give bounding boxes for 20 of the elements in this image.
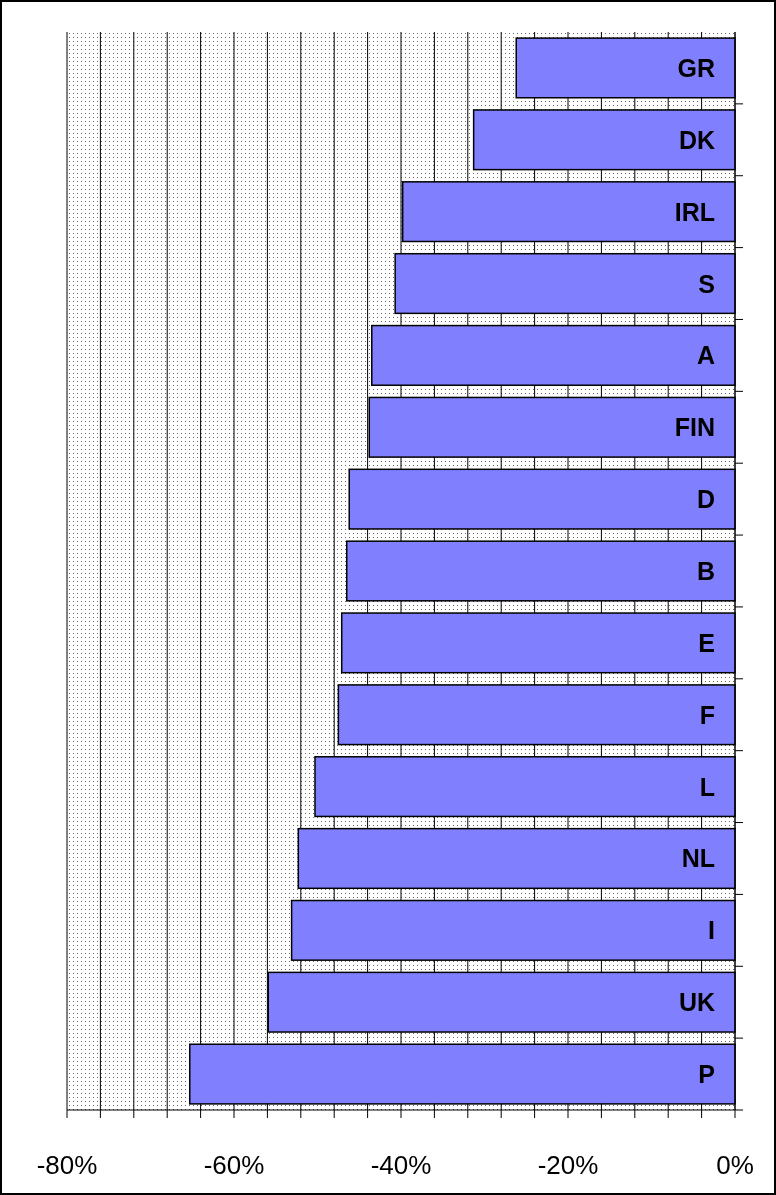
y-tick-label: I — [708, 916, 715, 945]
y-tick-label: F — [699, 700, 715, 729]
y-tick-label: L — [699, 772, 715, 801]
x-tick-label: -20% — [537, 1150, 599, 1180]
y-tick-label: D — [696, 485, 715, 514]
y-tick-label: B — [696, 557, 715, 585]
x-tick-label: -60% — [203, 1150, 265, 1180]
y-tick-label: E — [698, 628, 715, 657]
y-tick-label: FIN — [674, 413, 715, 442]
y-tick-label: NL — [681, 844, 715, 873]
x-tick-label: 0% — [716, 1150, 754, 1180]
y-tick-label: DK — [678, 125, 715, 154]
x-tick-label: -80% — [36, 1150, 98, 1180]
y-tick-label: IRL — [674, 197, 715, 226]
x-tick-label: -40% — [370, 1150, 432, 1180]
y-tick-label: A — [696, 341, 715, 370]
y-tick-label: S — [698, 269, 715, 298]
y-tick-label: UK — [678, 988, 715, 1017]
y-tick-label: P — [698, 1060, 715, 1089]
y-tick-label: GR — [677, 53, 715, 82]
